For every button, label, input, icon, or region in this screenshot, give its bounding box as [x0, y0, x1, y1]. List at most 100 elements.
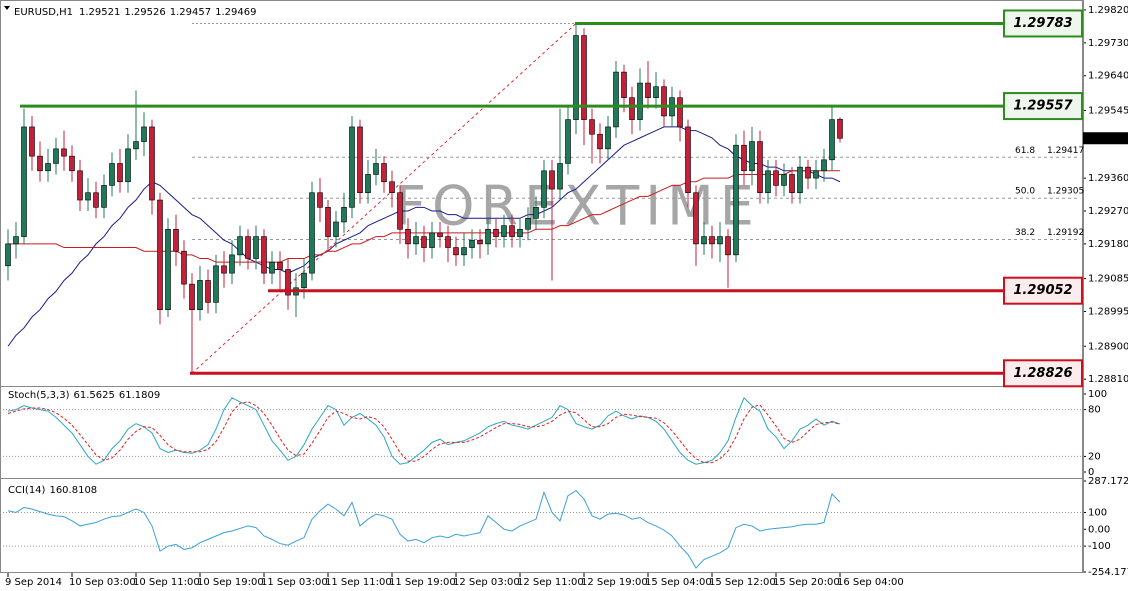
low-value: 1.29457: [170, 7, 211, 18]
candle-body: [381, 163, 387, 183]
y-tick-label: 0: [1088, 467, 1094, 478]
candle-body: [565, 119, 571, 164]
candle-body: [653, 86, 659, 98]
x-tick-label: 11 Sep 11:00: [325, 577, 392, 588]
cci-header: CCI(14) 160.8108: [8, 485, 97, 496]
candle-body: [429, 232, 435, 248]
candle-body: [541, 170, 547, 208]
candle-body: [309, 192, 315, 274]
candle-body: [621, 71, 627, 98]
current-price-box: [1083, 132, 1128, 145]
candle-body: [133, 141, 139, 150]
candle-body: [445, 236, 451, 248]
candle-body: [229, 254, 235, 274]
candle-body: [661, 86, 667, 117]
y-tick-label: 100: [1088, 507, 1107, 518]
open-value: 1.29521: [79, 7, 120, 18]
candle-body: [677, 97, 683, 128]
indicator-name: CCI(14): [8, 485, 46, 496]
candle-body: [173, 228, 179, 252]
indicator-line: [7, 397, 841, 465]
candle-body: [517, 228, 523, 237]
candle-body: [493, 228, 499, 237]
level-box: [1003, 9, 1083, 38]
candle-body: [61, 148, 67, 157]
candle-body: [85, 192, 91, 201]
y-tick-label: -254.1775: [1088, 567, 1128, 578]
candle-body: [141, 126, 147, 142]
x-tick-label: 11 Sep 03:00: [261, 577, 328, 588]
candle-body: [45, 163, 51, 172]
y-tick-label: -100: [1088, 541, 1111, 552]
candle-body: [469, 239, 475, 248]
y-tick-label: 287.1726: [1088, 476, 1128, 487]
candle-body: [221, 265, 227, 274]
fib-value: 1.29192: [1047, 228, 1084, 238]
candle-body: [245, 236, 251, 259]
x-tick-label: 12 Sep 19:00: [581, 577, 648, 588]
fib-ratio: 61.8: [1015, 146, 1035, 156]
indicator-name: Stoch(5,3,3): [8, 390, 70, 401]
candle-body: [605, 126, 611, 150]
candle-body: [213, 265, 219, 303]
candle-body: [549, 170, 555, 190]
candle-body: [725, 236, 731, 256]
candle-body: [341, 207, 347, 223]
y-tick-label: 100: [1088, 389, 1107, 400]
main-header: EURUSD,H1 1.29521 1.29526 1.29457 1.29469: [14, 7, 256, 18]
candle-body: [149, 126, 155, 201]
candle-body: [453, 247, 459, 256]
candle-body: [5, 243, 11, 267]
candle-body: [597, 133, 603, 150]
candle-body: [317, 192, 323, 208]
candle-body: [581, 35, 587, 120]
candle-body: [357, 126, 363, 194]
candle-body: [189, 283, 195, 310]
y-tick-label: 1.28995: [1088, 307, 1128, 318]
candle-body: [269, 261, 275, 274]
stoch-header: Stoch(5,3,3) 61.5625 61.1809: [8, 390, 160, 401]
candle-body: [485, 228, 491, 245]
y-tick-label: 1.29180: [1088, 239, 1128, 250]
y-tick-label: 1.28810: [1088, 374, 1128, 385]
candle-body: [53, 148, 59, 164]
fib-value: 1.29305: [1047, 187, 1084, 197]
candle-body: [69, 155, 75, 172]
fib-ratio: 50.0: [1015, 187, 1035, 197]
indicator-value: 160.8108: [49, 485, 97, 496]
candle-body: [637, 82, 643, 120]
candle-body: [421, 236, 427, 248]
candle-body: [413, 236, 419, 245]
candle-body: [781, 174, 787, 186]
y-tick-label: 20: [1088, 451, 1101, 462]
candle-body: [821, 159, 827, 172]
candle-body: [789, 174, 795, 194]
level-label: 1.29783: [1013, 16, 1072, 31]
candle-body: [693, 192, 699, 245]
candle-body: [701, 236, 707, 245]
candle-body: [165, 228, 171, 310]
candle-body: [389, 181, 395, 194]
candle-body: [117, 163, 123, 183]
candle-body: [837, 118, 843, 139]
candle-body: [205, 280, 211, 303]
y-tick-label: 1.29360: [1088, 173, 1128, 184]
candle-body: [125, 148, 131, 183]
x-tick-label: 15 Sep 12:00: [709, 577, 776, 588]
indicator-line: [7, 401, 841, 464]
y-tick-label: 1.29085: [1088, 274, 1128, 285]
candle-body: [21, 126, 27, 237]
level-label: 1.28826: [1013, 366, 1072, 381]
menu-arrow[interactable]: [4, 6, 10, 10]
candle-body: [709, 236, 715, 245]
candle-body: [365, 174, 371, 194]
level-label: 1.29052: [1013, 283, 1072, 298]
y-tick-label: 1.29820: [1088, 5, 1128, 16]
candle-body: [477, 239, 483, 245]
candle-body: [765, 170, 771, 194]
symbol: EURUSD,H1: [14, 7, 73, 18]
candle-body: [181, 250, 187, 285]
candle-body: [525, 218, 531, 230]
candle-body: [757, 141, 763, 194]
